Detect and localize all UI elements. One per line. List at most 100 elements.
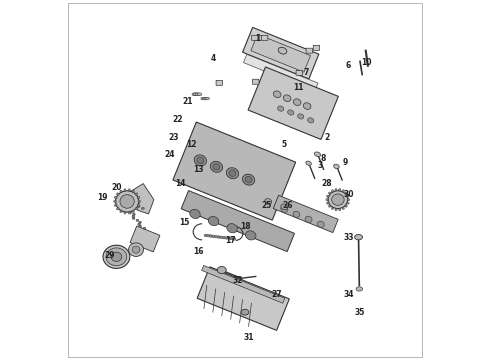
Ellipse shape (230, 237, 233, 240)
Ellipse shape (288, 110, 294, 115)
Ellipse shape (196, 93, 200, 96)
Ellipse shape (143, 227, 146, 229)
Text: 7: 7 (303, 68, 308, 77)
Ellipse shape (339, 189, 341, 191)
Ellipse shape (201, 97, 205, 100)
Ellipse shape (106, 248, 127, 266)
Ellipse shape (192, 93, 196, 96)
Polygon shape (244, 54, 318, 91)
Ellipse shape (328, 205, 331, 207)
Ellipse shape (294, 99, 301, 105)
Ellipse shape (197, 157, 204, 164)
Ellipse shape (135, 208, 138, 210)
Ellipse shape (245, 176, 252, 183)
Text: 27: 27 (272, 290, 282, 299)
Text: 3: 3 (318, 161, 322, 170)
Polygon shape (251, 34, 311, 72)
Ellipse shape (194, 155, 206, 166)
Ellipse shape (220, 236, 223, 239)
Ellipse shape (111, 252, 122, 261)
Polygon shape (202, 265, 285, 303)
Text: 28: 28 (322, 179, 333, 188)
Text: 15: 15 (179, 219, 190, 228)
Ellipse shape (328, 192, 331, 194)
Ellipse shape (135, 193, 138, 195)
Ellipse shape (190, 209, 200, 219)
Ellipse shape (227, 237, 231, 239)
Ellipse shape (229, 170, 236, 176)
Ellipse shape (204, 234, 207, 237)
FancyBboxPatch shape (296, 70, 302, 75)
Ellipse shape (128, 189, 130, 192)
Ellipse shape (138, 201, 141, 203)
Ellipse shape (120, 210, 122, 213)
Ellipse shape (136, 219, 139, 221)
Text: 19: 19 (97, 193, 107, 202)
FancyBboxPatch shape (216, 80, 222, 85)
Polygon shape (243, 27, 319, 79)
Text: 34: 34 (343, 290, 354, 299)
Ellipse shape (132, 213, 135, 215)
Text: 1: 1 (255, 35, 260, 44)
Ellipse shape (335, 208, 337, 211)
Text: 2: 2 (324, 132, 330, 141)
Ellipse shape (218, 266, 226, 274)
Ellipse shape (128, 211, 130, 214)
Text: 8: 8 (321, 154, 326, 163)
Ellipse shape (293, 211, 300, 217)
Ellipse shape (245, 231, 256, 240)
Ellipse shape (342, 207, 344, 210)
Ellipse shape (347, 195, 349, 197)
Ellipse shape (137, 204, 140, 207)
Ellipse shape (202, 97, 206, 100)
Ellipse shape (205, 97, 209, 100)
Text: 12: 12 (186, 140, 196, 149)
Ellipse shape (128, 243, 144, 256)
Text: 32: 32 (233, 275, 243, 284)
Ellipse shape (222, 237, 225, 239)
Ellipse shape (194, 93, 198, 96)
Ellipse shape (278, 106, 284, 111)
Ellipse shape (129, 211, 132, 213)
Polygon shape (129, 184, 154, 214)
Ellipse shape (116, 191, 139, 212)
Ellipse shape (124, 211, 126, 214)
Ellipse shape (308, 118, 314, 123)
Ellipse shape (233, 238, 236, 240)
Polygon shape (197, 267, 289, 330)
Text: 22: 22 (172, 115, 182, 124)
Text: 11: 11 (294, 83, 304, 92)
Text: 29: 29 (104, 251, 115, 260)
Ellipse shape (208, 216, 219, 226)
Ellipse shape (137, 197, 140, 199)
Text: 33: 33 (343, 233, 354, 242)
Text: 14: 14 (175, 179, 186, 188)
Ellipse shape (130, 195, 133, 198)
Ellipse shape (331, 190, 334, 192)
Polygon shape (181, 190, 294, 252)
Text: 30: 30 (343, 190, 354, 199)
Ellipse shape (241, 309, 249, 315)
Text: 20: 20 (111, 183, 122, 192)
Ellipse shape (306, 161, 311, 165)
Text: 4: 4 (210, 54, 216, 63)
Text: 17: 17 (225, 236, 236, 245)
Ellipse shape (326, 199, 328, 201)
Text: 26: 26 (283, 201, 293, 210)
Ellipse shape (265, 199, 271, 204)
Ellipse shape (226, 168, 239, 179)
FancyBboxPatch shape (262, 35, 268, 40)
Ellipse shape (132, 190, 134, 193)
Ellipse shape (331, 207, 334, 210)
Ellipse shape (138, 223, 141, 225)
FancyBboxPatch shape (306, 48, 313, 53)
Ellipse shape (103, 245, 130, 269)
Ellipse shape (132, 210, 134, 213)
Ellipse shape (132, 246, 140, 253)
Polygon shape (173, 122, 295, 220)
Ellipse shape (283, 95, 291, 102)
Ellipse shape (132, 217, 135, 219)
Ellipse shape (225, 237, 228, 239)
Ellipse shape (114, 204, 117, 207)
Ellipse shape (339, 208, 341, 211)
